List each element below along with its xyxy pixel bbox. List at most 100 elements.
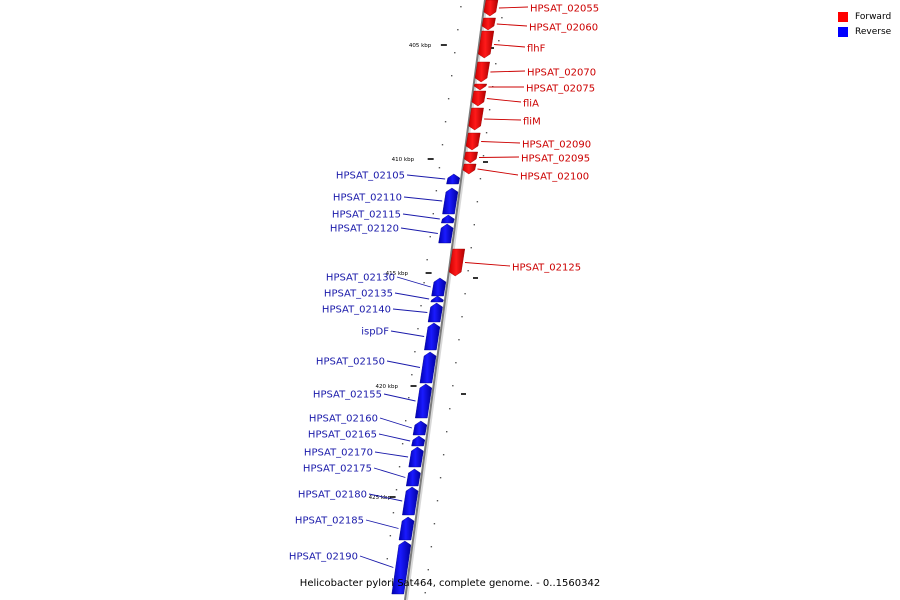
axis-tick-label: 425 kbp xyxy=(369,495,392,501)
reverse-gene-HPSAT_02170[interactable] xyxy=(408,446,424,468)
axis-minor-tick xyxy=(405,420,407,422)
axis-minor-tick xyxy=(433,523,436,525)
axis-minor-tick xyxy=(439,477,442,479)
reverse-gene-HPSAT_02140[interactable] xyxy=(427,302,443,323)
reverse-gene-HPSAT_02190[interactable] xyxy=(391,540,412,595)
gene-label[interactable]: HPSAT_02155 xyxy=(313,390,382,401)
axis-line xyxy=(404,0,486,600)
reverse-gene-HPSAT_02175[interactable] xyxy=(405,468,421,487)
gene-label[interactable]: HPSAT_02160 xyxy=(309,414,378,425)
gene-label-leader xyxy=(383,393,416,402)
forward-gene-HPSAT_02100[interactable] xyxy=(462,163,477,175)
axis-minor-tick xyxy=(420,305,422,307)
axis-minor-tick xyxy=(414,351,416,353)
axis-minor-tick xyxy=(495,63,497,65)
gene-label[interactable]: HPSAT_02105 xyxy=(336,171,405,182)
reverse-gene-HPSAT_02180[interactable] xyxy=(402,486,419,516)
reverse-gene-HPSAT_02185[interactable] xyxy=(398,516,415,541)
axis-minor-tick xyxy=(429,236,431,238)
reverse-gene-HPSAT_02165[interactable] xyxy=(411,435,426,447)
gene-label[interactable]: HPSAT_02140 xyxy=(322,305,391,316)
gene-label[interactable]: HPSAT_02135 xyxy=(324,289,393,300)
reverse-gene-ispDF[interactable] xyxy=(424,322,441,351)
axis-minor-tick xyxy=(498,40,500,42)
gene-label[interactable]: HPSAT_02190 xyxy=(289,552,358,563)
forward-gene-fliM[interactable] xyxy=(468,107,484,131)
axis-minor-tick xyxy=(430,546,433,548)
reverse-gene-HPSAT_02130[interactable] xyxy=(431,277,447,297)
forward-gene-HPSAT_02090[interactable] xyxy=(465,132,481,151)
reverse-gene-HPSAT_02105[interactable] xyxy=(446,173,461,185)
gene-label[interactable]: HPSAT_02150 xyxy=(316,357,385,368)
gene-label[interactable]: HPSAT_02100 xyxy=(520,172,589,183)
axis-minor-tick xyxy=(392,512,395,514)
gene-label[interactable]: HPSAT_02095 xyxy=(521,154,590,165)
gene-label[interactable]: HPSAT_02075 xyxy=(526,84,595,95)
reverse-gene-HPSAT_02155[interactable] xyxy=(415,383,433,419)
legend-item-reverse[interactable]: Reverse xyxy=(838,24,891,39)
gene-label-leader xyxy=(374,451,409,458)
gene-label-leader xyxy=(406,174,446,180)
gene-label-leader xyxy=(486,98,522,103)
forward-gene-fliA[interactable] xyxy=(471,90,487,107)
gene-label[interactable]: HPSAT_02125 xyxy=(512,263,581,274)
legend-swatch-reverse xyxy=(838,26,848,37)
gene-label[interactable]: ispDF xyxy=(361,327,389,338)
gene-label-leader xyxy=(379,417,413,429)
gene-label[interactable]: flhF xyxy=(527,44,546,55)
gene-label[interactable]: HPSAT_02165 xyxy=(308,430,377,441)
axis-minor-tick xyxy=(411,374,413,376)
forward-gene-flhF[interactable] xyxy=(478,30,495,59)
axis-shadow xyxy=(405,0,488,600)
axis-minor-tick xyxy=(446,431,448,433)
gene-label[interactable]: HPSAT_02175 xyxy=(303,464,372,475)
forward-gene-HPSAT_02075[interactable] xyxy=(473,83,488,91)
gene-label-leader xyxy=(490,70,526,73)
gene-label[interactable]: HPSAT_02180 xyxy=(298,490,367,501)
axis-minor-tick xyxy=(444,121,447,123)
forward-gene-HPSAT_02070[interactable] xyxy=(474,61,490,83)
gene-label[interactable]: HPSAT_02185 xyxy=(295,516,364,527)
gene-label[interactable]: HPSAT_02120 xyxy=(330,224,399,235)
forward-gene-HPSAT_02095[interactable] xyxy=(464,151,478,164)
gene-label-leader xyxy=(484,118,522,121)
forward-gene-HPSAT_02125[interactable] xyxy=(448,248,466,277)
axis-tick-label: 405 kbp xyxy=(409,43,432,49)
gene-label-leader xyxy=(464,262,511,267)
axis-minor-tick xyxy=(435,190,438,192)
gene-label[interactable]: HPSAT_02130 xyxy=(326,273,395,284)
gene-label-leader xyxy=(477,168,519,176)
axis-minor-tick xyxy=(476,201,479,203)
reverse-gene-HPSAT_02135[interactable] xyxy=(430,295,444,303)
reverse-gene-HPSAT_02120[interactable] xyxy=(438,223,454,244)
legend-item-forward[interactable]: Forward xyxy=(838,9,891,24)
axis-minor-tick xyxy=(442,454,445,456)
gene-label-leader xyxy=(496,23,528,27)
reverse-gene-HPSAT_02160[interactable] xyxy=(412,420,428,436)
gene-label[interactable]: fliA xyxy=(523,99,539,110)
forward-gene-HPSAT_02060[interactable] xyxy=(481,17,496,31)
reverse-gene-HPSAT_02115[interactable] xyxy=(441,214,455,224)
gene-label-leader xyxy=(390,330,425,337)
axis-minor-tick xyxy=(417,328,419,330)
axis-minor-tick xyxy=(470,247,472,249)
gene-label[interactable]: HPSAT_02055 xyxy=(530,4,599,15)
gene-label[interactable]: HPSAT_02115 xyxy=(332,210,401,221)
axis-minor-tick xyxy=(454,52,456,54)
gene-label[interactable]: HPSAT_02170 xyxy=(304,448,373,459)
gene-label[interactable]: HPSAT_02060 xyxy=(529,23,598,34)
reverse-gene-HPSAT_02110[interactable] xyxy=(442,187,459,215)
reverse-gene-HPSAT_02150[interactable] xyxy=(419,351,437,384)
gene-label[interactable]: HPSAT_02070 xyxy=(527,68,596,79)
gene-labels: HPSAT_02055 HPSAT_02060 flhF HPSAT_02070 HPS… xyxy=(289,4,599,568)
gene-label[interactable]: fliM xyxy=(523,117,541,128)
axis-minor-tick xyxy=(479,178,482,180)
axis-minor-tick xyxy=(424,592,426,594)
forward-gene-HPSAT_02055[interactable] xyxy=(483,0,499,17)
gene-label[interactable]: HPSAT_02110 xyxy=(333,193,402,204)
gene-label[interactable]: HPSAT_02090 xyxy=(522,140,591,151)
gene-label-leader xyxy=(498,6,529,9)
axis-minor-tick xyxy=(436,500,439,502)
gene-label-leader xyxy=(481,141,521,144)
